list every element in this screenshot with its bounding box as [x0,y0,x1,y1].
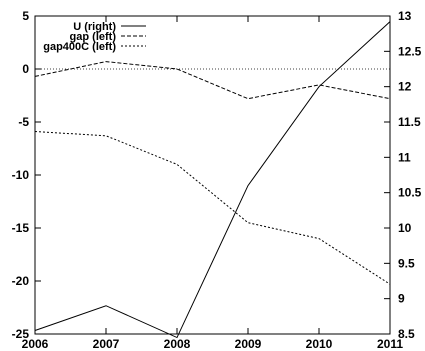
series-lines [34,21,391,339]
x-tick-label: 2009 [235,337,262,351]
x-tick-label: 2011 [377,337,403,351]
left-tick-label: -25 [12,327,30,341]
plot-frame [34,15,391,335]
left-tick-label: -15 [12,221,30,235]
legend-label-u-right: U (right) [73,21,116,33]
x-tick-label: 2010 [306,337,333,351]
x-tick-label: 2006 [22,337,49,351]
series-line-gap-left [34,61,391,100]
left-axis-ticks: 5 0 -5 -10 -15 -20 -25 [12,9,41,341]
legend: U (right)gap (left)gap400C (left) [43,21,146,53]
right-tick-label: 9.5 [398,256,415,270]
right-tick-label: 10.5 [398,186,422,200]
series-line-u-right [34,21,391,339]
right-tick-label: 10 [398,221,412,235]
left-tick-label: -20 [12,274,30,288]
right-tick-label: 12 [398,80,412,94]
right-tick-label: 12.5 [398,44,422,58]
right-tick-label: 11.5 [398,115,421,129]
left-tick-label: 0 [22,62,29,76]
right-axis-ticks: 13 12.5 12 11.5 11 10.5 10 9.5 9 8.5 [384,9,422,341]
left-tick-label: 5 [22,9,29,23]
series-line-gap400c-left [34,131,391,285]
x-axis-ticks: 2006 2007 2008 2009 2010 2011 [22,16,403,351]
right-tick-label: 8.5 [398,327,415,341]
right-tick-label: 13 [398,9,412,23]
x-tick-label: 2008 [164,337,191,351]
left-tick-label: -10 [12,168,30,182]
right-tick-label: 9 [398,292,405,306]
right-tick-label: 11 [398,150,411,164]
left-tick-label: -5 [18,115,29,129]
legend-label-gap-left: gap (left) [70,31,117,43]
x-tick-label: 2007 [93,337,120,351]
plot-area [34,15,391,335]
legend-label-gap400c-left: gap400C (left) [43,41,116,53]
